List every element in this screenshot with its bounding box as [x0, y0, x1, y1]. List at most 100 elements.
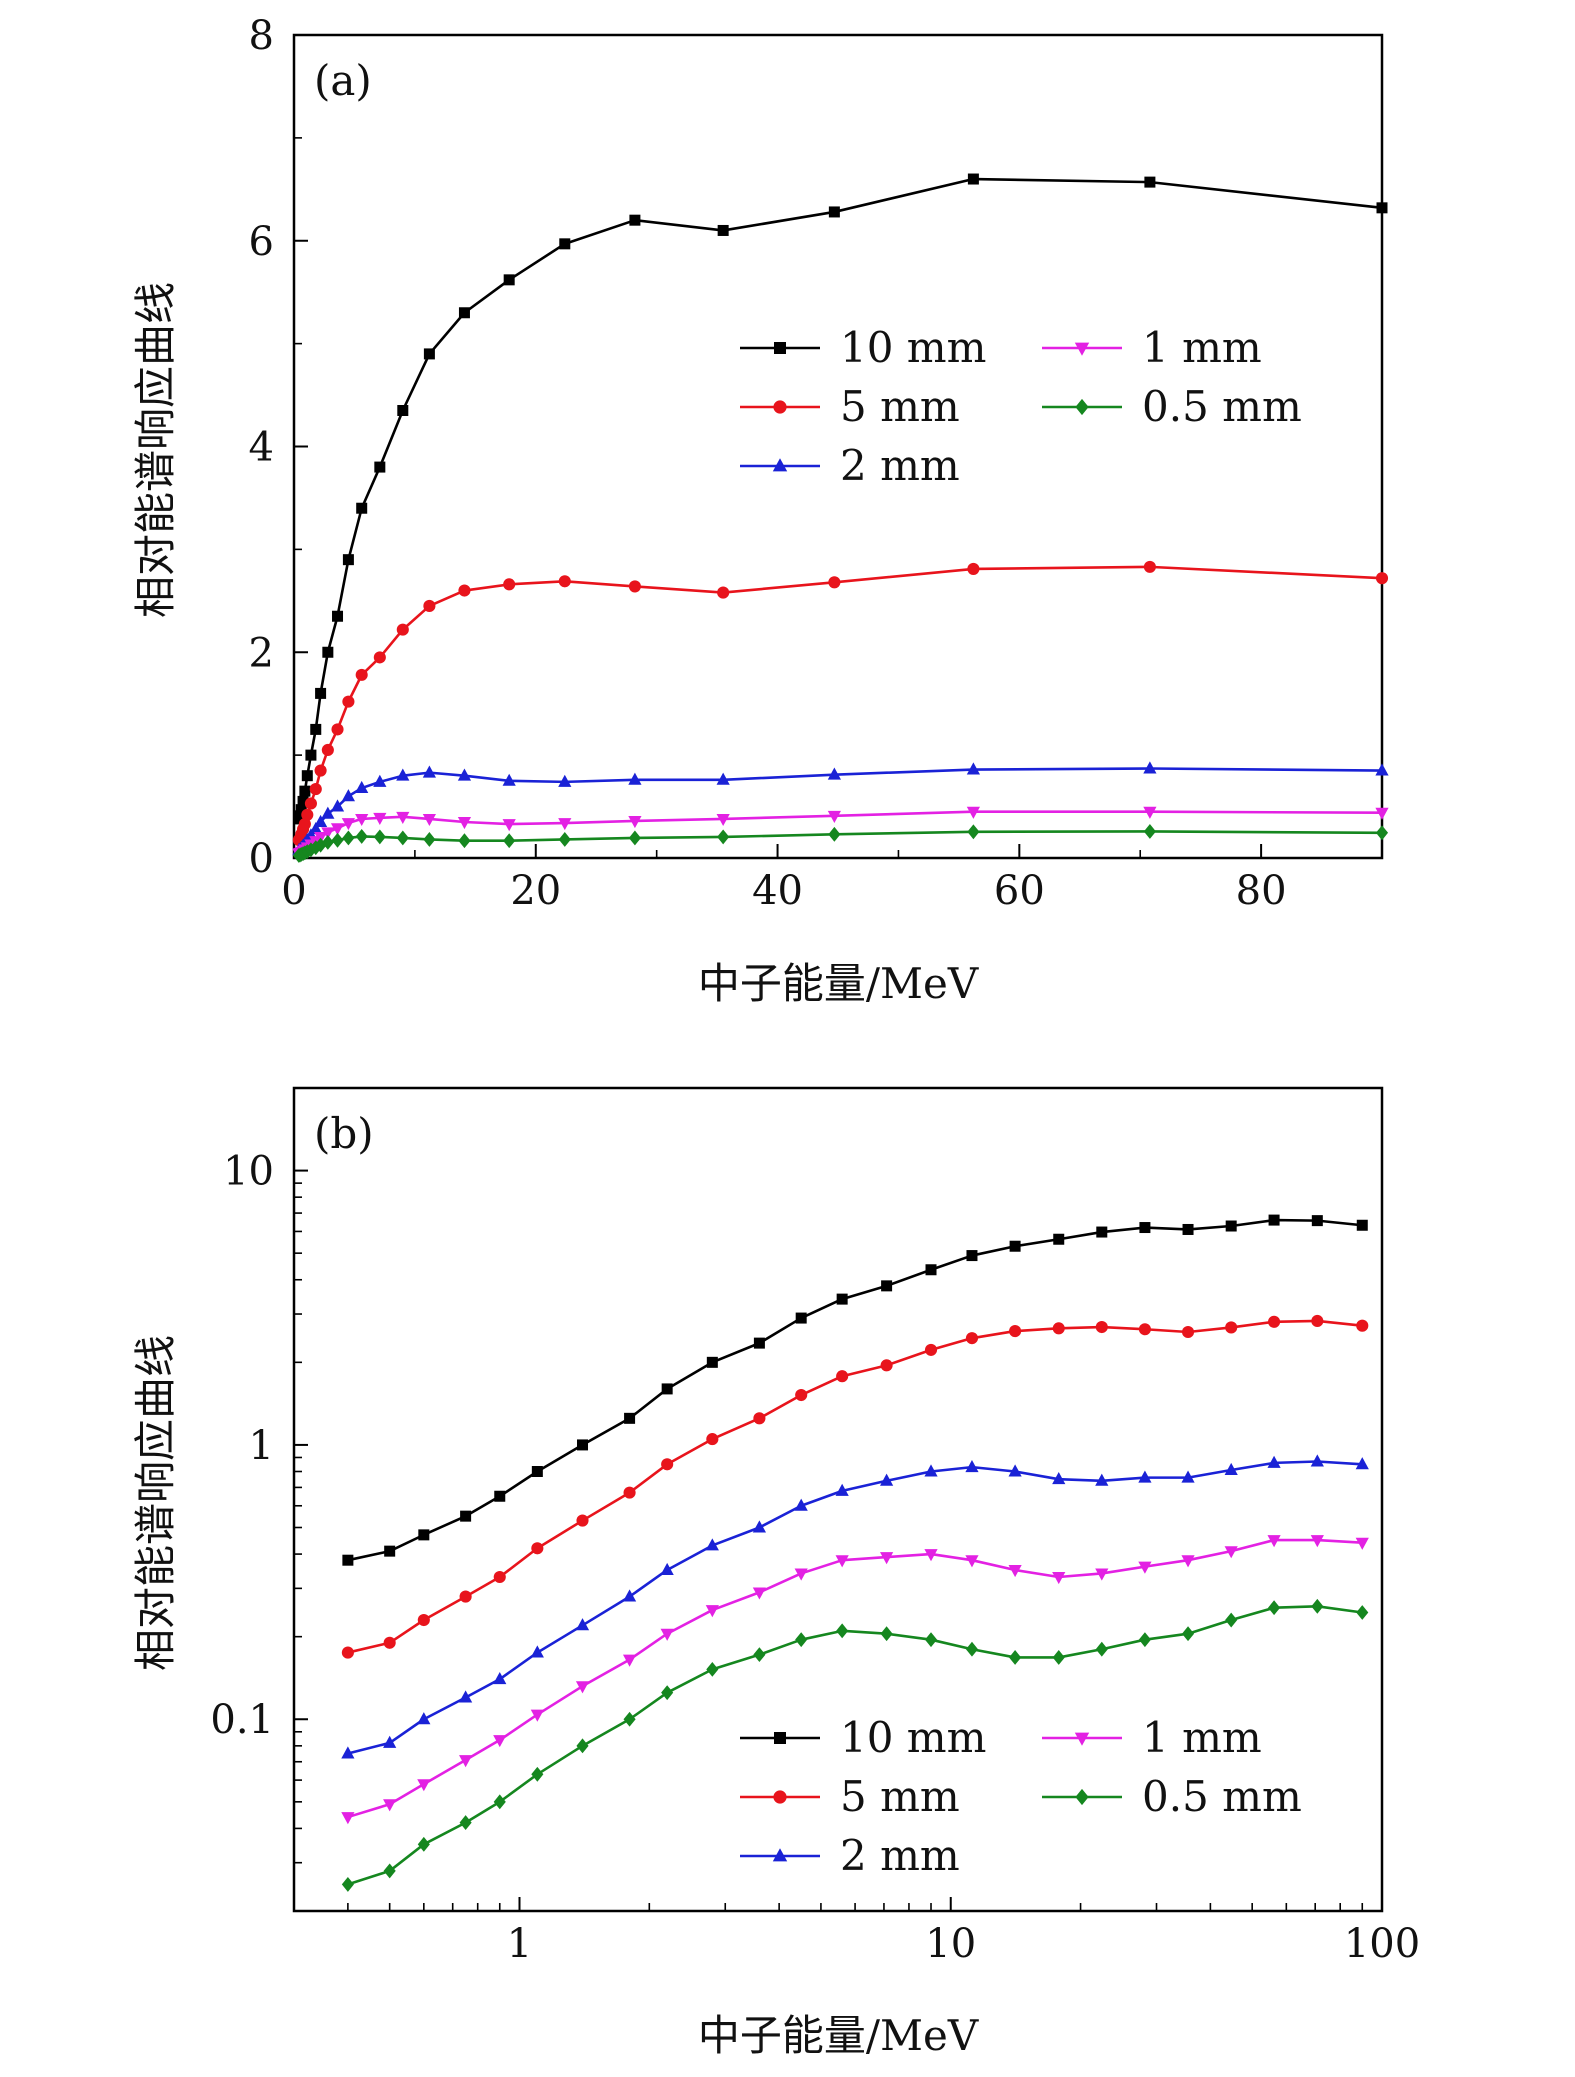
data-point-0-5-mm	[1095, 1641, 1108, 1657]
x-tick-label: 0	[281, 868, 306, 914]
data-point-5-mm	[314, 764, 327, 777]
legend-label-2-mm: 2 mm	[840, 441, 960, 490]
data-point-2-mm	[835, 1483, 849, 1496]
data-point-10-mm	[577, 1439, 589, 1451]
data-point-5-mm	[1356, 1319, 1369, 1332]
legend-marker-5-mm	[773, 400, 787, 414]
x-tick-label: 40	[752, 868, 803, 914]
data-point-1-mm	[396, 811, 410, 824]
data-point-10-mm	[624, 1412, 636, 1424]
data-point-10-mm	[1182, 1223, 1194, 1235]
data-point-1-mm	[373, 812, 387, 826]
data-point-5-mm	[880, 1359, 893, 1372]
data-point-10-mm	[559, 238, 571, 250]
data-point-5-mm	[1052, 1322, 1065, 1335]
data-point-2-mm	[330, 799, 345, 812]
data-point-10-mm	[706, 1356, 718, 1368]
x-tick-label: 60	[994, 868, 1045, 914]
data-point-2-mm	[716, 772, 730, 785]
data-point-0-5-mm	[503, 833, 516, 849]
data-point-10-mm	[1356, 1219, 1368, 1231]
data-point-5-mm	[1095, 1320, 1108, 1334]
data-point-2-mm	[827, 767, 841, 780]
data-point-10-mm	[458, 307, 470, 319]
legend-marker-1-mm	[1074, 1732, 1090, 1746]
data-point-1-mm	[827, 810, 841, 823]
data-point-10-mm	[1053, 1233, 1065, 1245]
data-point-5-mm	[1138, 1323, 1151, 1336]
data-point-2-mm	[1375, 763, 1389, 776]
data-point-0-5-mm	[423, 832, 436, 847]
data-point-1-mm	[924, 1549, 938, 1562]
data-point-10-mm	[1376, 202, 1388, 214]
data-point-5-mm	[423, 599, 436, 613]
x-tick-label: 10	[925, 1921, 976, 1967]
panel-b-x-axis-title: 中子能量/MeV	[698, 2011, 979, 2060]
panel-a-plot-frame	[292, 33, 1384, 860]
data-point-1-mm	[1375, 807, 1389, 820]
data-point-1-mm	[880, 1552, 894, 1565]
panel-b-legend: 10 mm 5 mm 2 mm 1 mm 0.5 mm	[740, 1713, 1302, 1880]
panel-b-label: (b)	[314, 1109, 374, 1158]
data-point-5-mm	[342, 695, 355, 708]
data-point-5-mm	[576, 1514, 589, 1527]
data-point-1-mm	[1138, 1561, 1152, 1574]
data-point-0-5-mm	[531, 1766, 544, 1782]
data-point-2-mm	[355, 780, 369, 793]
legend-marker-10-mm	[774, 1732, 786, 1744]
legend-label-1-mm: 1 mm	[1142, 323, 1262, 372]
data-point-5-mm	[836, 1370, 849, 1383]
data-point-10-mm	[418, 1529, 430, 1541]
data-point-1-mm	[341, 818, 355, 831]
data-point-2-mm	[575, 1618, 590, 1631]
data-point-10-mm	[795, 1312, 807, 1324]
data-point-10-mm	[295, 804, 307, 816]
data-point-0-5-mm	[576, 1738, 589, 1754]
y-tick-label: 1	[249, 1423, 274, 1469]
legend-label-10-mm: 10 mm	[840, 1713, 986, 1762]
data-point-5-mm	[717, 586, 730, 599]
data-point-10-mm	[374, 461, 386, 473]
data-point-2-mm	[1310, 1454, 1324, 1467]
data-point-1-mm	[716, 813, 730, 827]
data-point-10-mm	[342, 554, 354, 566]
data-point-5-mm	[1143, 560, 1156, 573]
data-point-0-5-mm	[623, 1711, 636, 1727]
data-point-0-5-mm	[458, 833, 471, 849]
data-point-10-mm	[310, 723, 322, 735]
data-point-1-mm	[493, 1735, 507, 1748]
data-point-5-mm	[493, 1570, 506, 1584]
data-point-10-mm	[717, 224, 729, 236]
data-point-1-mm	[622, 1654, 637, 1667]
data-point-0-5-mm	[924, 1632, 938, 1648]
data-point-5-mm	[298, 818, 311, 831]
data-point-2-mm	[422, 765, 436, 778]
data-point-5-mm	[795, 1388, 808, 1402]
data-point-0-5-mm	[493, 1794, 506, 1810]
data-point-1-mm	[330, 823, 345, 836]
data-point-2-mm	[373, 774, 387, 787]
data-point-2-mm	[1008, 1464, 1022, 1477]
data-point-2-mm	[924, 1464, 938, 1477]
data-point-5-mm	[661, 1458, 674, 1471]
data-point-10-mm	[1009, 1240, 1021, 1252]
data-point-10-mm	[753, 1337, 765, 1349]
data-point-2-mm	[705, 1538, 719, 1551]
data-point-10-mm	[322, 646, 334, 658]
data-point-1-mm	[1095, 1568, 1109, 1581]
data-point-0-5-mm	[342, 830, 355, 846]
legend-marker-1-mm	[1074, 342, 1090, 356]
data-point-2-mm	[880, 1473, 894, 1486]
data-point-10-mm	[297, 795, 309, 807]
data-point-5-mm	[459, 1590, 472, 1603]
data-point-1-mm	[422, 813, 436, 827]
data-point-1-mm	[628, 816, 642, 829]
data-point-0-5-mm	[1225, 1612, 1238, 1628]
y-tick-label: 6	[249, 219, 274, 265]
data-point-0-5-mm	[836, 1623, 849, 1639]
data-point-5-mm	[1311, 1314, 1324, 1328]
data-point-10-mm	[299, 785, 311, 797]
data-point-10-mm	[460, 1510, 472, 1522]
panel-b-series	[341, 1214, 1369, 1892]
